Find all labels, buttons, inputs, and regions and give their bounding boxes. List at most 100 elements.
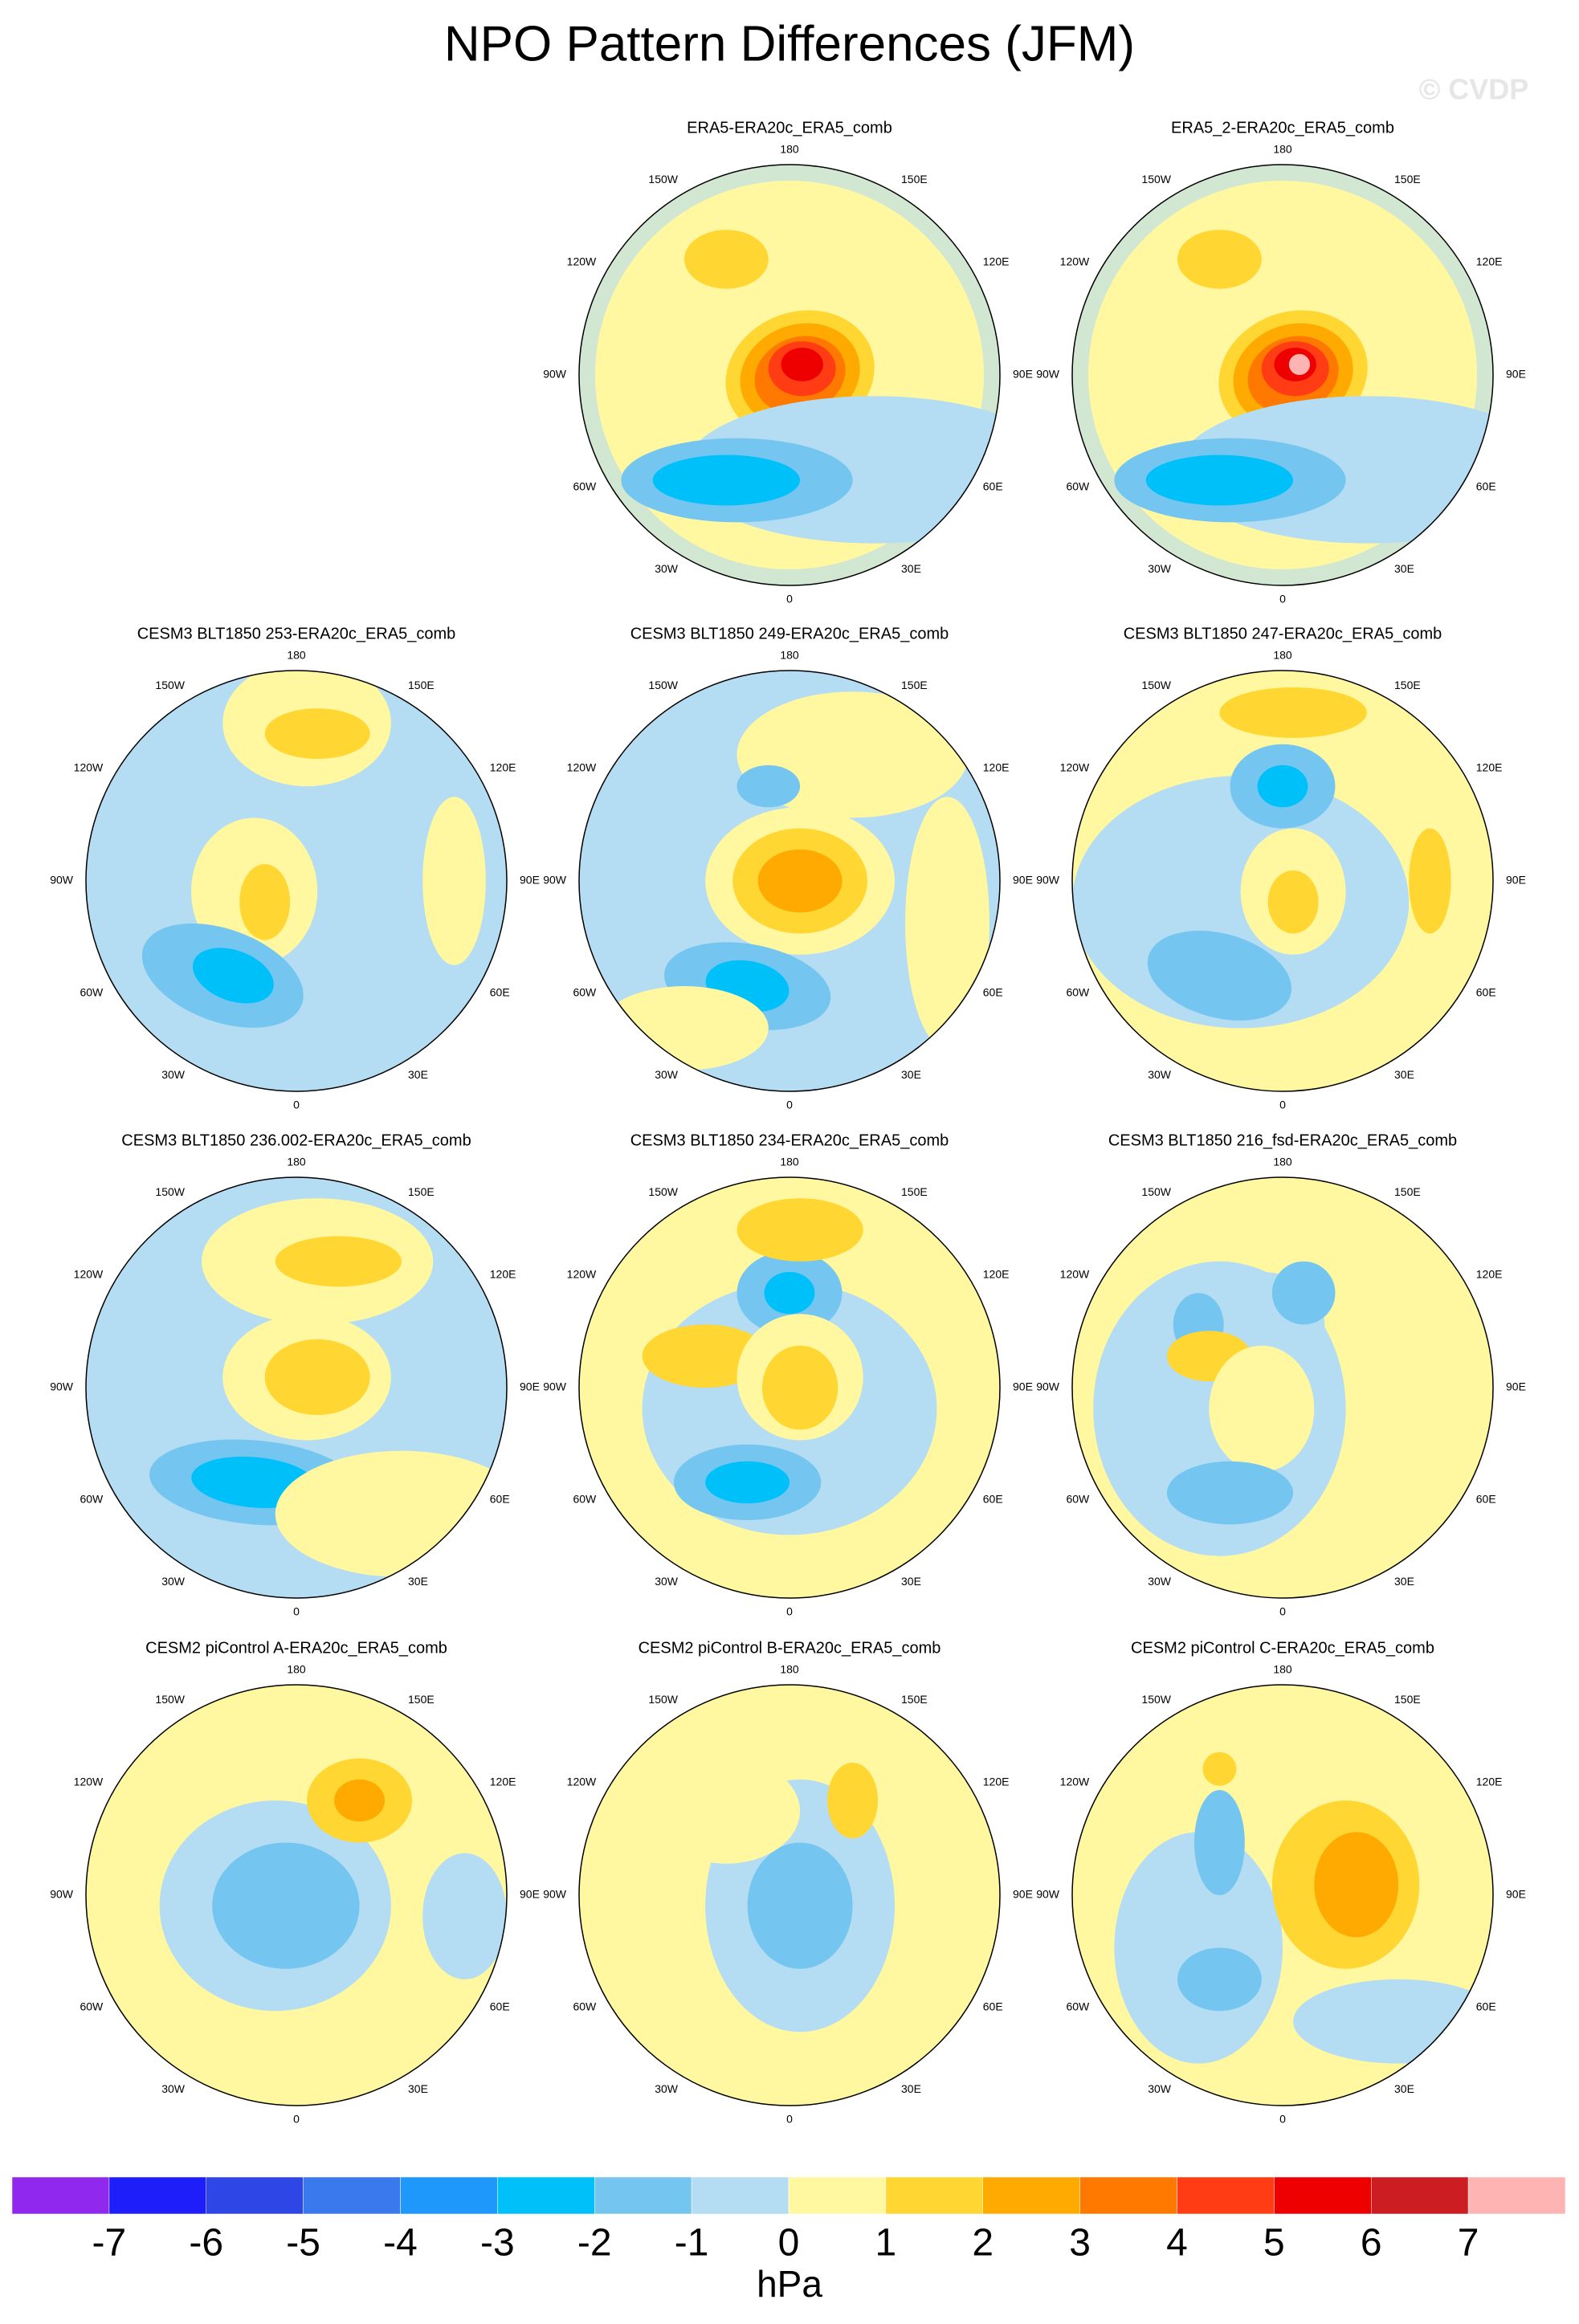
colorbar-tick-label: 3: [1069, 2222, 1091, 2265]
longitude-label: 60W: [573, 1493, 597, 1506]
longitude-label: 90W: [1036, 1888, 1060, 1901]
longitude-label: 120W: [1060, 1776, 1090, 1788]
shaded-region: [1209, 1345, 1315, 1472]
longitude-label: 30E: [1394, 1575, 1414, 1588]
longitude-label: 30W: [655, 2082, 679, 2095]
shaded-region: [827, 1762, 879, 1839]
shaded-region: [1271, 1261, 1336, 1325]
map-border: [85, 670, 508, 1092]
colorbar-tick-label: 0: [778, 2222, 800, 2265]
map-panel: [579, 165, 1000, 585]
longitude-label: 90W: [50, 1380, 74, 1393]
longitude-label: 150E: [901, 679, 928, 691]
longitude-label: 30W: [1148, 1068, 1172, 1081]
map-border: [1071, 1684, 1494, 2106]
longitude-label: 90W: [543, 874, 567, 887]
longitude-label: 120E: [490, 761, 516, 774]
longitude-label: 30E: [901, 1575, 921, 1588]
longitude-label: 150W: [155, 679, 185, 691]
longitude-label: 180: [780, 649, 799, 662]
longitude-label: 180: [1273, 1663, 1292, 1676]
longitude-label: 90E: [1013, 874, 1033, 887]
longitude-label: 90E: [1013, 1380, 1033, 1393]
longitude-label: 60W: [1066, 2000, 1090, 2013]
shaded-region: [1267, 870, 1319, 934]
longitude-label: 120W: [1060, 761, 1090, 774]
longitude-label: 120E: [490, 1268, 516, 1281]
longitude-label: 150W: [155, 1693, 185, 1706]
longitude-label: 180: [287, 649, 306, 662]
shaded-region: [652, 1758, 801, 1864]
longitude-label: 30E: [1394, 1068, 1414, 1081]
longitude-label: 30W: [161, 2082, 186, 2095]
panel-title: CESM2 piControl A-ERA20c_ERA5_comb: [145, 1639, 447, 1657]
longitude-label: 60W: [573, 2000, 597, 2013]
colorbar-box: [1079, 2176, 1177, 2215]
shaded-region: [705, 1461, 790, 1504]
longitude-label: 150E: [408, 1185, 435, 1198]
colorbar-box: [497, 2176, 595, 2215]
longitude-label: 150E: [408, 1693, 435, 1706]
shaded-region: [1193, 1790, 1245, 1895]
longitude-label: 0: [786, 2113, 793, 2126]
longitude-label: 60W: [573, 986, 597, 999]
longitude-label: 60W: [80, 986, 104, 999]
longitude-label: 150W: [1141, 1693, 1171, 1706]
longitude-label: 150W: [155, 1185, 185, 1198]
colorbar-box: [11, 2176, 110, 2215]
longitude-label: 120E: [1476, 255, 1503, 268]
map-border: [578, 670, 1001, 1092]
longitude-label: 60E: [983, 1493, 1003, 1506]
colorbar-tick-label: -1: [675, 2222, 709, 2265]
longitude-label: 120E: [983, 1776, 1010, 1788]
colorbar-box: [885, 2176, 983, 2215]
longitude-label: 0: [1279, 2113, 1286, 2126]
panel-title: CESM3 BLT1850 234-ERA20c_ERA5_comb: [630, 1131, 949, 1149]
longitude-label: 180: [287, 1156, 306, 1168]
longitude-label: 30E: [901, 2082, 921, 2095]
longitude-label: 0: [1279, 1605, 1286, 1618]
shaded-region: [684, 230, 769, 289]
longitude-label: 90E: [520, 874, 540, 887]
map-panel: [579, 671, 1000, 1091]
longitude-label: 60E: [1476, 480, 1496, 493]
longitude-label: 150W: [1141, 1185, 1171, 1198]
panel-title: ERA5_2-ERA20c_ERA5_comb: [1171, 119, 1394, 137]
longitude-label: 90W: [543, 1888, 567, 1901]
longitude-label: 180: [1273, 649, 1292, 662]
shaded-region: [736, 1198, 863, 1262]
longitude-label: 120W: [567, 1776, 597, 1788]
longitude-label: 60E: [1476, 986, 1496, 999]
longitude-label: 0: [293, 2113, 300, 2126]
longitude-label: 30W: [161, 1575, 186, 1588]
longitude-label: 90W: [543, 368, 567, 381]
map-border: [578, 1684, 1001, 2106]
longitude-label: 30W: [655, 562, 679, 575]
longitude-label: 90W: [1036, 368, 1060, 381]
longitude-label: 180: [1273, 143, 1292, 156]
longitude-label: 90W: [543, 1380, 567, 1393]
longitude-label: 120E: [983, 255, 1010, 268]
colorbar-box: [1467, 2176, 1566, 2215]
longitude-label: 150E: [901, 173, 928, 186]
shaded-region: [652, 455, 801, 506]
longitude-label: 60E: [1476, 1493, 1496, 1506]
figure-title: NPO Pattern Differences (JFM): [444, 16, 1135, 71]
longitude-label: 30W: [655, 1575, 679, 1588]
shaded-region: [1147, 930, 1292, 1021]
colorbar-box: [594, 2176, 692, 2215]
longitude-label: 120W: [567, 255, 597, 268]
panel-title: CESM3 BLT1850 253-ERA20c_ERA5_comb: [137, 625, 456, 642]
longitude-label: 0: [786, 1099, 793, 1111]
longitude-label: 150W: [648, 1185, 678, 1198]
map-panel: [86, 1685, 507, 2106]
shaded-region: [275, 1236, 402, 1287]
longitude-label: 120W: [74, 1776, 104, 1788]
colorbar-tick-label: 5: [1263, 2222, 1285, 2265]
longitude-label: 90E: [520, 1888, 540, 1901]
longitude-label: 120E: [983, 761, 1010, 774]
longitude-label: 30W: [1148, 562, 1172, 575]
colorbar-tick-label: -6: [189, 2222, 223, 2265]
colorbar-box: [303, 2176, 401, 2215]
longitude-label: 120W: [567, 761, 597, 774]
